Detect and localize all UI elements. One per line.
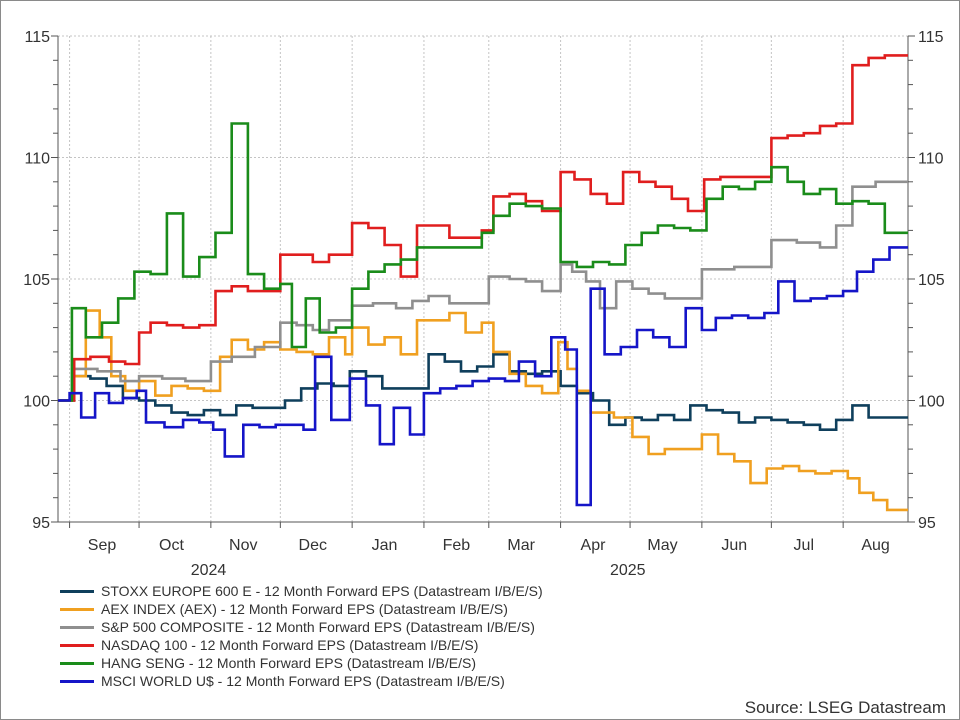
legend-item: NASDAQ 100 - 12 Month Forward EPS (Datas… (60, 636, 543, 654)
x-tick-label: Jan (372, 537, 398, 554)
legend-swatch (60, 679, 94, 683)
legend-item: STOXX EUROPE 600 E - 12 Month Forward EP… (60, 582, 543, 600)
legend-label: HANG SENG - 12 Month Forward EPS (Datast… (101, 655, 476, 671)
y-tick-label-right: 105 (918, 272, 945, 289)
legend-swatch (60, 643, 94, 647)
x-tick-label: Apr (581, 537, 607, 554)
x-tick-label: May (647, 537, 677, 554)
y-tick-label-left: 100 (23, 394, 50, 411)
legend-item: AEX INDEX (AEX) - 12 Month Forward EPS (… (60, 600, 543, 618)
y-tick-label-right: 100 (918, 394, 945, 411)
x-tick-label: Nov (229, 537, 257, 554)
x-tick-label: Sep (88, 537, 117, 554)
series-line-2 (58, 309, 908, 512)
y-tick-label-right: 115 (918, 29, 944, 46)
series-line-3 (58, 180, 908, 402)
x-tick-label: Oct (159, 537, 184, 554)
x-tick-label: Jul (794, 537, 814, 554)
series-line-4 (58, 54, 908, 402)
series-line-6 (58, 246, 908, 507)
legend-swatch (60, 625, 94, 629)
x-tick-label: Feb (443, 537, 471, 554)
chart-legend: STOXX EUROPE 600 E - 12 Month Forward EP… (60, 582, 543, 690)
legend-swatch (60, 589, 94, 593)
line-chart: 95 95 100 100 105 105 110 110 115 115 Sep Oct Nov Dec… (23, 29, 945, 579)
legend-swatch (60, 661, 94, 665)
series-line-5 (58, 122, 908, 402)
legend-label: STOXX EUROPE 600 E - 12 Month Forward EP… (101, 583, 543, 599)
x-tick-label: Mar (507, 537, 535, 554)
y-tick-label-right: 95 (918, 515, 936, 532)
y-tick-label-right: 110 (918, 151, 944, 168)
legend-label: S&P 500 COMPOSITE - 12 Month Forward EPS… (101, 619, 535, 635)
y-tick-label-left: 115 (24, 29, 50, 46)
legend-item: HANG SENG - 12 Month Forward EPS (Datast… (60, 654, 543, 672)
legend-label: MSCI WORLD U$ - 12 Month Forward EPS (Da… (101, 673, 505, 689)
y-tick-label-left: 105 (23, 272, 50, 289)
y-tick-label-left: 95 (32, 515, 50, 532)
y-tick-label-left: 110 (24, 151, 50, 168)
x-tick-label: Aug (861, 537, 889, 554)
legend-label: NASDAQ 100 - 12 Month Forward EPS (Datas… (101, 637, 479, 653)
legend-item: S&P 500 COMPOSITE - 12 Month Forward EPS… (60, 618, 543, 636)
x-year-label: 2025 (610, 562, 646, 579)
legend-item: MSCI WORLD U$ - 12 Month Forward EPS (Da… (60, 672, 543, 690)
legend-label: AEX INDEX (AEX) - 12 Month Forward EPS (… (101, 601, 508, 617)
legend-swatch (60, 607, 94, 611)
x-tick-label: Dec (299, 537, 327, 554)
x-year-label: 2024 (191, 562, 227, 579)
x-tick-label: Jun (721, 537, 747, 554)
series-line-1 (58, 353, 908, 431)
source-note: Source: LSEG Datastream (744, 698, 946, 717)
